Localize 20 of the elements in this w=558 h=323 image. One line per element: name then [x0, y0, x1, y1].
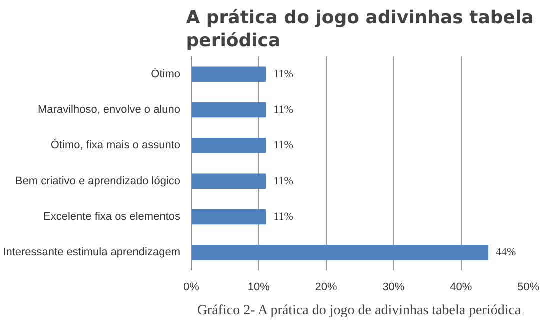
y-tick-label: Interessante estimula aprendizagem [3, 246, 181, 259]
text: Gráfico 2- A prática do jogo de adivinhas tabela periódica [197, 304, 522, 318]
data-label: 11% [274, 104, 294, 116]
data-label: 11% [274, 175, 294, 188]
data-label: 11% [274, 68, 294, 80]
x-tick-label: 50% [517, 282, 540, 294]
data-label: 44% [496, 246, 516, 259]
x-tick-label: 10% [248, 282, 270, 294]
chart-title: A prática do jogo adivinhas tabela periódica [186, 7, 534, 52]
y-tick-label: Ótimo, fixa mais o assunto [50, 138, 181, 152]
data-label: 11% [274, 211, 294, 223]
y-tick-label: Bem criativo e aprendizado lógico [15, 175, 180, 188]
x-tick-label: 0% [184, 282, 200, 294]
data-label: 11% [274, 140, 294, 152]
x-tick-label: 30% [382, 282, 405, 294]
x-tick-label: 20% [315, 282, 338, 294]
y-tick-label: Maravilhoso, envolve o aluno [38, 104, 181, 116]
y-tick-label: Excelente fixa os elementos [44, 211, 181, 223]
x-tick-label: 40% [450, 282, 472, 294]
y-tick-label: Ótimo [151, 67, 181, 80]
